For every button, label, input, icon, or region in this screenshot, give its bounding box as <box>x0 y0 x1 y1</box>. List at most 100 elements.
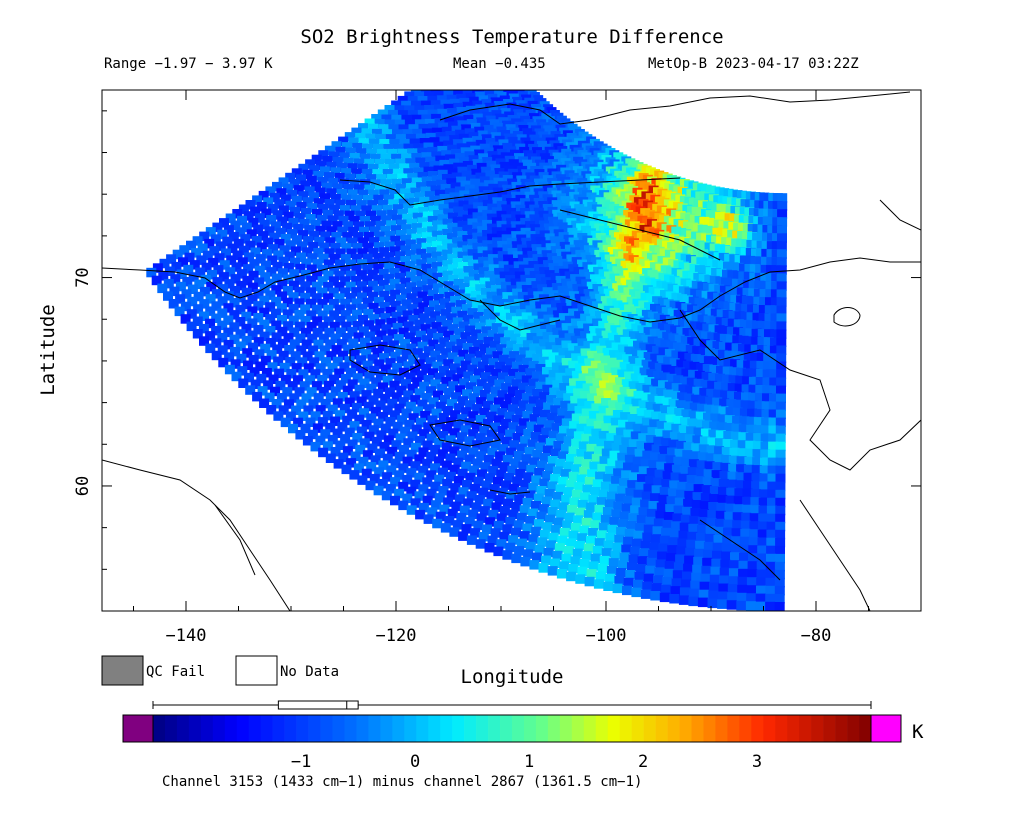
heatmap-cell <box>761 409 772 419</box>
heatmap-cell <box>561 494 572 505</box>
heatmap-cell <box>457 310 468 321</box>
heatmap-cell <box>443 77 453 87</box>
heatmap-cell <box>679 587 690 597</box>
heatmap-cell <box>597 303 608 313</box>
heatmap-cell <box>261 260 271 271</box>
heatmap-cell <box>633 530 644 541</box>
heatmap-cell <box>583 510 594 520</box>
heatmap-cell <box>776 297 787 307</box>
heatmap-cell <box>410 254 421 265</box>
heatmap-cell <box>636 441 647 451</box>
heatmap-cell <box>634 240 645 250</box>
heatmap-cell <box>664 560 675 571</box>
heatmap-cell <box>237 257 248 267</box>
heatmap-cell <box>229 322 240 332</box>
heatmap-cell <box>552 491 563 502</box>
heatmap-cell <box>523 549 534 559</box>
heatmap-cell <box>690 288 701 299</box>
heatmap-cell <box>400 338 411 349</box>
heatmap-cell <box>626 296 637 307</box>
heatmap-cell <box>634 571 645 582</box>
heatmap-cell <box>430 311 441 321</box>
heatmap-cell <box>662 257 673 267</box>
heatmap-cell <box>673 456 684 467</box>
heatmap-cell <box>371 128 382 139</box>
heatmap-cell <box>375 319 386 329</box>
heatmap-cell <box>406 293 417 303</box>
heatmap-cell <box>261 208 272 219</box>
heatmap-cell <box>325 237 336 247</box>
heatmap-cell <box>548 430 559 441</box>
heatmap-cell <box>169 286 180 297</box>
heatmap-cell <box>346 304 357 314</box>
heatmap-cell <box>730 552 740 562</box>
heatmap-cell <box>492 48 502 58</box>
heatmap-cell <box>326 188 337 198</box>
heatmap-cell <box>750 352 761 363</box>
heatmap-cell <box>310 411 321 421</box>
heatmap-cell <box>707 291 718 302</box>
heatmap-cell <box>496 469 507 479</box>
heatmap-cell <box>625 421 636 432</box>
heatmap-cell <box>727 383 738 393</box>
heatmap-cell <box>775 505 786 516</box>
heatmap-cell <box>460 443 471 453</box>
heatmap-cell <box>615 352 626 362</box>
heatmap-cell <box>763 337 774 347</box>
heatmap-cell <box>707 259 717 269</box>
heatmap-cell <box>747 304 758 314</box>
heatmap-cell <box>776 385 786 396</box>
heatmap-cell <box>680 335 691 346</box>
heatmap-cell <box>557 408 568 418</box>
heatmap-cell <box>630 348 641 358</box>
heatmap-cell <box>615 402 626 412</box>
heatmap-cell <box>382 335 393 345</box>
heatmap-cell <box>474 495 485 505</box>
heatmap-cell <box>628 272 639 282</box>
heatmap-cell <box>365 133 376 143</box>
heatmap-cell <box>664 381 675 392</box>
heatmap-cell <box>334 293 345 303</box>
heatmap-cell <box>458 321 469 331</box>
heatmap-cell <box>577 259 587 270</box>
heatmap-cell <box>574 311 585 321</box>
heatmap-cell <box>709 486 720 496</box>
heatmap-cell <box>342 232 353 242</box>
heatmap-cell <box>556 303 567 313</box>
heatmap-cell <box>714 381 725 392</box>
heatmap-cell <box>410 395 421 405</box>
heatmap-cell <box>777 217 788 227</box>
heatmap-cell <box>708 502 719 512</box>
heatmap-cell <box>579 269 589 279</box>
heatmap-cell <box>429 300 439 310</box>
heatmap-cell <box>660 339 671 350</box>
heatmap-cell <box>473 340 484 350</box>
heatmap-cell <box>243 211 254 221</box>
heatmap-cell <box>739 416 750 426</box>
heatmap-cell <box>361 128 372 138</box>
heatmap-cell <box>347 237 358 248</box>
heatmap-cell <box>486 429 497 440</box>
heatmap-cell <box>649 542 660 552</box>
heatmap-cell <box>491 60 501 69</box>
heatmap-cell <box>378 124 389 134</box>
heatmap-cell <box>506 285 517 295</box>
heatmap-cell <box>530 325 541 336</box>
heatmap-cell <box>624 528 635 539</box>
heatmap-cell <box>640 292 651 303</box>
heatmap-cell <box>576 474 587 484</box>
heatmap-cell <box>656 502 667 513</box>
heatmap-cell <box>506 491 517 501</box>
heatmap-cell <box>497 251 508 261</box>
heatmap-cell <box>346 199 356 210</box>
heatmap-cell <box>403 361 414 371</box>
heatmap-cell <box>769 369 780 379</box>
heatmap-cell <box>572 548 583 559</box>
heatmap-cell <box>395 240 406 251</box>
heatmap-cell <box>671 464 682 475</box>
heatmap-cell <box>756 561 767 571</box>
heatmap-cell <box>376 430 387 440</box>
heatmap-cell <box>508 90 519 91</box>
heatmap-cell <box>274 199 285 209</box>
heatmap-cell <box>776 249 787 259</box>
